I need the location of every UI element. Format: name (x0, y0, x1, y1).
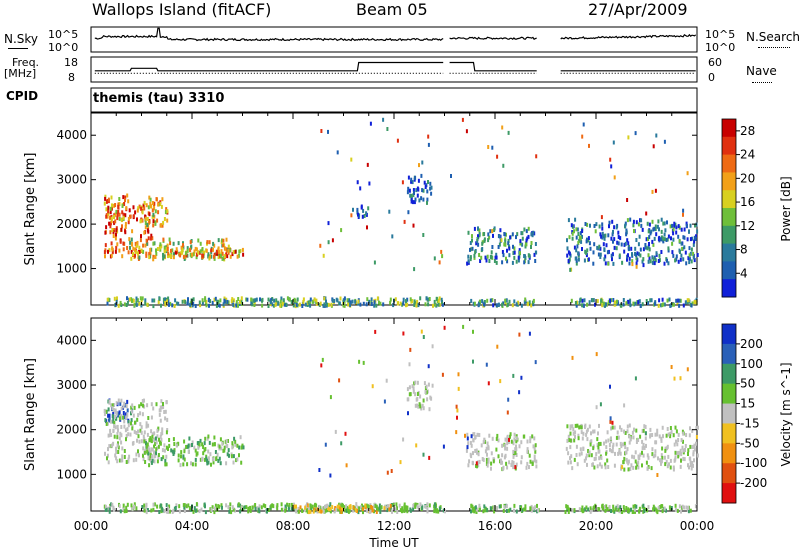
power-panel-cbar-tick-2: 12 (740, 219, 755, 233)
xtick-label-5: 20:00 (579, 519, 614, 533)
velocity-panel-cbar-tick-6: -100 (740, 456, 767, 470)
velocity-panel-scatter (318, 324, 698, 478)
velocity-panel-cbar-tick-3: 15 (740, 397, 755, 411)
xtick-label-4: 16:00 (478, 519, 513, 533)
freq-trace (94, 61, 696, 72)
nsky-tick-bottom: 10^0 (48, 41, 78, 54)
nsky-strip-frame (90, 26, 698, 53)
xtick-label-6: 00:00 (680, 519, 715, 533)
velocity-panel-cbar-tick-5: -50 (740, 436, 760, 450)
plot-title: Wallops Island (fitACF) (92, 0, 272, 19)
ytick-label-0-2000: 2000 (56, 217, 87, 231)
velocity-panel-cbar-tick-2: 50 (740, 377, 755, 391)
nsky-label: N.Sky (4, 32, 39, 46)
velocity-panel-colorbar-frame (721, 323, 737, 504)
cpid-label: CPID (6, 89, 39, 103)
freq-strip-frame (90, 56, 698, 83)
velocity-panel-cbar-tick-4: -15 (740, 416, 760, 430)
beam-label: Beam 05 (356, 0, 428, 19)
freq-tick-bottom: 8 (68, 71, 75, 84)
xaxis-label: Time UT (368, 536, 419, 550)
cpid-value: themis (tau) 3310 (93, 91, 225, 106)
xtick-label-3: 12:00 (377, 519, 412, 533)
power-panel-region-6 (406, 175, 433, 205)
power-panel-region-10 (470, 297, 535, 308)
date-label: 27/Apr/2009 (588, 0, 688, 19)
freq-unit: [MHz] (4, 67, 37, 80)
power-panel-region-4 (166, 246, 245, 260)
freq-label: Freq. (12, 56, 40, 69)
ytick-label-0-3000: 3000 (56, 173, 87, 187)
ylabel-0: Slant Range [km] (23, 153, 38, 266)
nsearch-legend-line (758, 47, 790, 48)
velocity-panel-cbar-tick-0: 200 (740, 337, 763, 351)
nsearch-tick-top: 10^5 (705, 28, 735, 41)
power-panel-colorbar-frame (721, 118, 737, 298)
power-panel-region-7 (356, 204, 370, 219)
nave-label: Nave (746, 64, 777, 78)
ytick-label-1-1000: 1000 (56, 467, 87, 481)
power-panel-region-8 (466, 226, 538, 266)
power-panel-cbar-tick-1: 8 (740, 243, 748, 257)
ytick-label-1-2000: 2000 (56, 423, 87, 437)
power-panel-cbar-tick-6: 28 (740, 124, 755, 138)
xtick-label-1: 04:00 (175, 519, 210, 533)
power-panel-region-2 (141, 195, 169, 228)
power-panel-frame (90, 112, 698, 306)
ytick-label-0-4000: 4000 (56, 128, 87, 142)
velocity-panel-region-8 (470, 503, 697, 515)
nsky-tick-top: 10^5 (48, 28, 78, 41)
nsearch-label: N.Search (746, 30, 800, 44)
power-panel-region-11 (570, 297, 698, 308)
power-panel-region-5 (106, 296, 444, 309)
power-panel-cbar-label: Power [dB] (779, 176, 793, 241)
ytick-label-1-4000: 4000 (56, 333, 87, 347)
xtick-label-0: 00:00 (74, 519, 109, 533)
velocity-panel-frame (90, 317, 698, 512)
power-panel-colorbar: 4 8 12 16 20 24 28 Power [dB] (721, 118, 793, 298)
velocity-panel-cbar-tick-1: 100 (740, 357, 763, 371)
nave-tick-top: 60 (708, 56, 722, 69)
freq-tick-top: 18 (64, 56, 78, 69)
power-panel-cbar-tick-0: 4 (740, 266, 748, 280)
velocity-panel-cbar-label: Velocity [m s^-1] (779, 362, 793, 466)
power-panel-cbar-tick-5: 24 (740, 148, 755, 162)
nave-tick-bottom: 0 (708, 71, 715, 84)
velocity-panel-region-1 (103, 398, 169, 465)
cpid-strip-frame (90, 87, 698, 113)
ylabel-1: Slant Range [km] (23, 358, 38, 471)
power-panel-cbar-tick-4: 20 (740, 171, 755, 185)
nsearch-tick-bottom: 10^0 (705, 41, 735, 54)
ytick-label-0-1000: 1000 (56, 262, 87, 276)
velocity-panel-region-2 (142, 434, 245, 468)
velocity-panel-region-4 (293, 503, 393, 515)
nsky-trace (94, 27, 697, 42)
velocity-panel-cbar-tick-7: -200 (740, 476, 767, 490)
nsky-legend-line (8, 48, 28, 49)
velocity-panel-colorbar: 200 100 50 15 -15 -50 -100 -200 Velocity [m s^-1… (721, 323, 793, 504)
velocity-panel-region-7 (565, 423, 699, 472)
ytick-label-1-3000: 3000 (56, 378, 87, 392)
velocity-panel-region-5 (406, 380, 434, 412)
power-panel-region-9 (566, 217, 699, 266)
power-panel-region-1 (103, 193, 131, 224)
nave-legend-line (752, 82, 772, 83)
velocity-panel-region-6 (465, 432, 538, 472)
power-panel-scatter (319, 117, 689, 272)
xtick-label-2: 08:00 (276, 519, 311, 533)
power-panel-cbar-tick-3: 16 (740, 195, 755, 209)
